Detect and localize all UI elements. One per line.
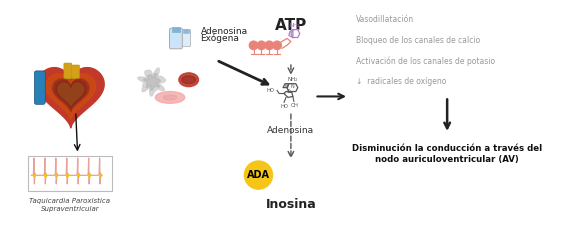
Text: Inosina: Inosina — [266, 198, 316, 211]
Text: Vasodillatación: Vasodillatación — [356, 15, 414, 24]
FancyBboxPatch shape — [28, 156, 112, 191]
Polygon shape — [56, 81, 86, 109]
FancyBboxPatch shape — [170, 28, 182, 49]
Text: ATP: ATP — [275, 18, 307, 33]
Text: N: N — [290, 84, 294, 89]
Polygon shape — [283, 84, 289, 88]
Circle shape — [272, 41, 282, 50]
Text: Taquicardia Paroxistica: Taquicardia Paroxistica — [29, 198, 111, 204]
FancyBboxPatch shape — [64, 63, 72, 79]
Text: Bloqueo de los canales de calcio: Bloqueo de los canales de calcio — [356, 36, 480, 45]
Circle shape — [257, 41, 266, 50]
Text: ADA: ADA — [247, 170, 270, 180]
Polygon shape — [284, 92, 293, 97]
Polygon shape — [138, 68, 166, 96]
Circle shape — [244, 160, 273, 190]
Text: HO: HO — [280, 104, 288, 109]
Text: Exógena: Exógena — [200, 34, 239, 43]
Text: nodo auriculoventricular (AV): nodo auriculoventricular (AV) — [375, 155, 519, 164]
Polygon shape — [54, 80, 87, 110]
Polygon shape — [144, 73, 160, 90]
Ellipse shape — [182, 76, 196, 84]
Polygon shape — [37, 68, 104, 128]
Text: NH₂: NH₂ — [290, 23, 300, 28]
FancyBboxPatch shape — [72, 65, 80, 79]
Text: Disminución la conducción a través del: Disminución la conducción a través del — [352, 144, 542, 152]
Polygon shape — [46, 74, 96, 119]
Ellipse shape — [155, 92, 185, 103]
Polygon shape — [287, 84, 298, 92]
Ellipse shape — [163, 95, 177, 100]
Polygon shape — [291, 30, 299, 38]
Circle shape — [265, 41, 274, 50]
Polygon shape — [52, 79, 89, 112]
Text: N: N — [284, 84, 288, 89]
FancyBboxPatch shape — [34, 71, 45, 104]
Text: Adenosina: Adenosina — [200, 27, 248, 36]
Text: HO: HO — [266, 88, 274, 93]
Text: Activación de los canales de potasio: Activación de los canales de potasio — [356, 56, 495, 66]
FancyBboxPatch shape — [181, 30, 191, 46]
Text: NH₂: NH₂ — [288, 77, 298, 82]
Ellipse shape — [179, 73, 199, 87]
FancyBboxPatch shape — [172, 27, 180, 31]
FancyBboxPatch shape — [183, 29, 189, 32]
Polygon shape — [58, 83, 83, 106]
Text: Supraventricular: Supraventricular — [41, 205, 99, 212]
Circle shape — [249, 41, 258, 50]
Text: O: O — [287, 89, 291, 94]
Text: ↓  radicales de oxígeno: ↓ radicales de oxígeno — [356, 77, 446, 86]
Text: OH: OH — [291, 103, 299, 108]
Polygon shape — [289, 30, 293, 38]
Text: Adenosina: Adenosina — [267, 126, 315, 135]
